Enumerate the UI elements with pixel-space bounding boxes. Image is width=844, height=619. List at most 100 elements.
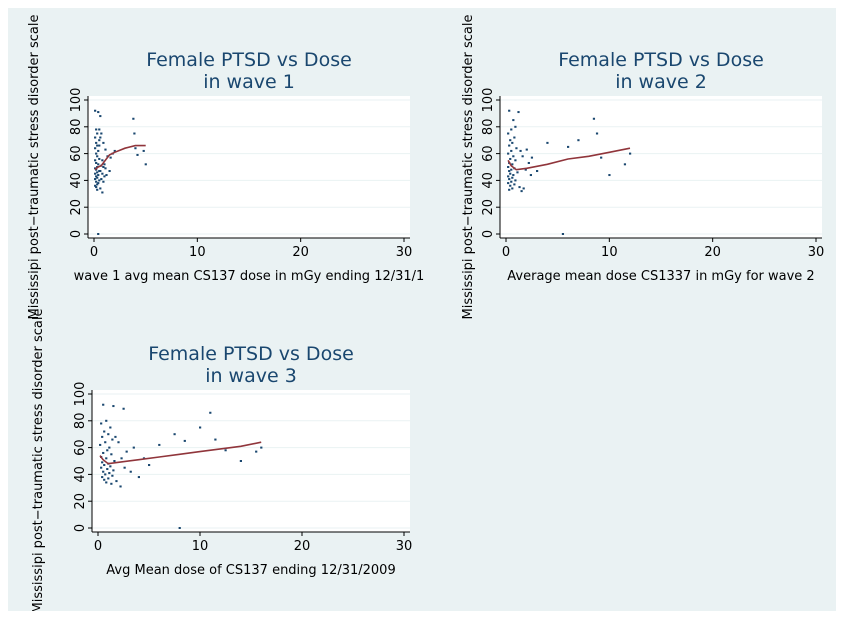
y-axis-label: Mississipi post−traumatic stress disorde…	[31, 309, 46, 611]
data-point	[115, 480, 118, 483]
data-point	[117, 441, 120, 444]
data-point	[111, 474, 114, 477]
y-tick-label: 100	[481, 88, 496, 113]
y-axis-label: Mississipi post−traumatic stress disorde…	[461, 15, 476, 320]
data-point	[108, 170, 111, 173]
graph-canvas: Female PTSD vs Dose in wave 1 0 20 40 60 80 100…	[8, 8, 836, 611]
data-point	[515, 147, 518, 150]
data-point	[608, 174, 611, 177]
data-point	[546, 141, 549, 144]
data-point	[98, 179, 101, 182]
lowess-line	[94, 144, 146, 171]
data-point	[519, 149, 522, 152]
y-tick-label: 100	[73, 382, 88, 407]
data-point	[561, 233, 565, 235]
data-point	[102, 180, 105, 183]
lowess-line	[507, 147, 631, 171]
data-point	[97, 182, 100, 185]
data-point	[98, 144, 101, 147]
data-point	[103, 464, 106, 467]
data-point	[106, 468, 109, 471]
data-point	[104, 148, 107, 151]
data-point	[110, 482, 113, 485]
chart-title-line-2: in wave 1	[203, 71, 295, 93]
data-point	[119, 485, 122, 488]
data-point	[105, 174, 108, 177]
x-tick-label: 10	[601, 245, 618, 260]
data-point	[224, 449, 227, 452]
data-point	[516, 171, 519, 174]
data-point	[105, 457, 108, 460]
chart-title-line-1: Female PTSD vs Dose	[148, 343, 354, 365]
data-point	[102, 141, 105, 144]
data-point	[507, 166, 510, 168]
data-point	[148, 464, 151, 467]
data-point	[102, 403, 105, 406]
data-point	[100, 132, 103, 135]
data-point	[94, 159, 97, 162]
data-point	[107, 477, 110, 480]
data-point	[94, 109, 97, 112]
y-tick-label: 40	[73, 466, 88, 483]
data-point	[100, 466, 103, 469]
data-point	[123, 466, 126, 469]
y-tick-label: 40	[69, 172, 84, 189]
data-point	[103, 430, 106, 433]
data-point	[95, 161, 98, 164]
data-point	[629, 152, 632, 155]
data-point	[103, 163, 106, 166]
data-point	[100, 178, 103, 181]
data-point	[260, 446, 263, 449]
data-point	[239, 460, 242, 462]
data-point	[511, 141, 514, 144]
data-point	[96, 171, 99, 174]
y-tick-label: 100	[69, 88, 84, 113]
data-point	[517, 111, 520, 114]
data-point	[144, 163, 147, 166]
data-point	[94, 172, 97, 175]
chart-title-line-1: Female PTSD vs Dose	[146, 49, 352, 71]
data-point	[95, 128, 98, 131]
data-point	[104, 441, 107, 444]
data-point	[113, 460, 116, 462]
chart-title-line-2: in wave 2	[615, 71, 707, 93]
chart-title-line-2: in wave 3	[205, 365, 297, 387]
data-point	[112, 405, 115, 408]
data-point	[592, 117, 596, 120]
data-point	[105, 481, 108, 484]
data-point	[99, 170, 102, 173]
data-point	[94, 178, 97, 181]
data-point	[510, 180, 513, 183]
x-axis-label: Average mean dose CS1337 in mGy for wave…	[507, 269, 814, 284]
y-tick-label: 80	[73, 413, 88, 430]
data-point	[96, 144, 99, 147]
data-point	[103, 175, 106, 178]
y-tick-label: 60	[481, 145, 496, 162]
data-point	[509, 184, 512, 187]
data-point	[106, 449, 109, 452]
data-point	[101, 159, 104, 162]
data-point	[510, 128, 513, 131]
data-point	[96, 176, 99, 179]
data-point	[122, 407, 125, 410]
chart-title-line-1: Female PTSD vs Dose	[558, 49, 764, 71]
plot-area	[500, 96, 822, 238]
data-point	[512, 155, 515, 158]
data-point	[107, 433, 110, 436]
data-point	[114, 435, 117, 438]
y-tick-label: 20	[73, 493, 88, 510]
data-point	[96, 155, 99, 158]
data-point	[510, 168, 513, 171]
data-point	[520, 190, 523, 193]
data-point	[183, 439, 186, 442]
data-point	[524, 168, 527, 171]
data-point	[103, 478, 106, 481]
data-point	[134, 147, 137, 150]
data-point	[137, 476, 140, 479]
data-point	[110, 453, 113, 456]
data-point	[109, 156, 112, 159]
data-point	[105, 419, 108, 422]
data-point	[518, 186, 521, 189]
data-point	[513, 183, 516, 186]
data-point	[94, 136, 97, 139]
